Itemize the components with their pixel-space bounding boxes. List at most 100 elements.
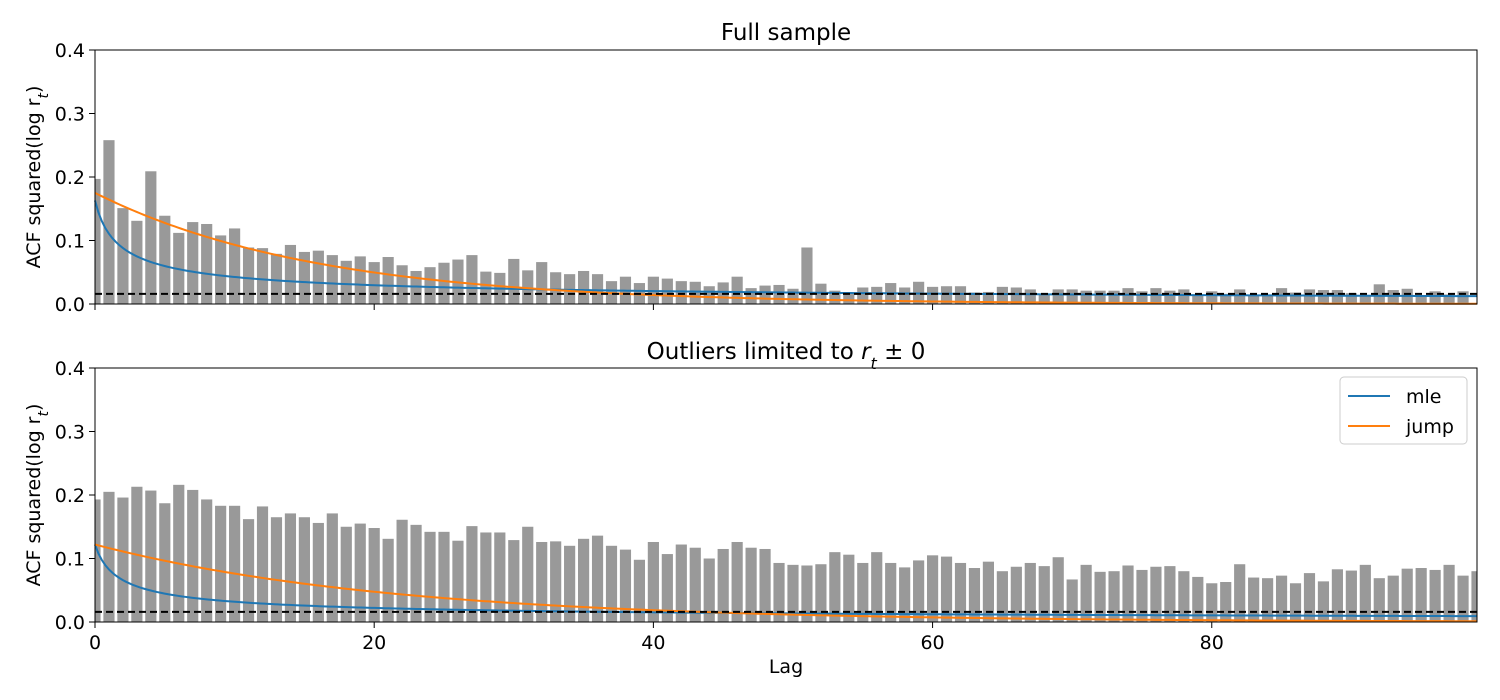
bar [815,564,827,622]
bar [759,548,771,622]
bar [578,270,590,304]
bar [145,490,157,622]
bar [1471,571,1477,622]
bar [787,288,799,304]
bar [95,178,101,304]
bar [871,552,883,622]
bar [1443,294,1455,304]
bar [1415,296,1427,304]
y-axis-ticks: 0.0 0.1 0.2 0.3 0.4 [55,358,95,634]
legend-box [1339,376,1468,445]
bar [187,489,199,622]
bar [103,140,115,304]
bar [591,274,604,304]
bar [1206,291,1218,304]
bar [940,556,953,622]
bar [354,523,366,622]
bar [661,554,673,622]
bar [1331,290,1343,304]
y-tick-label: 0.2 [55,485,85,507]
bar [187,222,199,304]
bar [1345,293,1357,304]
bar [354,256,366,305]
bar [480,532,492,622]
bar [1108,571,1120,622]
bar [1275,575,1288,622]
bar [382,257,394,304]
bar [1401,568,1413,622]
y-tick-label: 0.2 [55,167,85,189]
bar [298,251,310,304]
legend: mle jump [1339,376,1468,445]
fit-lines [94,543,1478,623]
bar [326,513,338,622]
bar-series [95,140,1469,305]
series-line-mle [94,200,1478,298]
bar [131,220,143,304]
bar [1192,576,1204,622]
bar [1052,557,1064,622]
bar [1220,582,1232,622]
bar [815,283,827,304]
bar [703,286,715,304]
bar [229,505,241,622]
bar [1262,295,1274,304]
bar [857,562,869,622]
bar [1443,564,1455,622]
bar [968,568,981,622]
bar [201,499,213,622]
bar [773,562,785,622]
bar [578,538,590,622]
bar [1248,577,1260,622]
bar [689,547,701,622]
bar [745,288,757,305]
bar [229,228,241,304]
x-tick-label: 40 [641,632,665,654]
bar [117,208,129,304]
panel-outliers-limited: Outliers limited to rt ± 0 ACF squared(l… [23,339,1478,678]
bar [996,571,1008,622]
bar [242,519,255,622]
bar [1457,291,1469,304]
bar [466,255,478,304]
bar [940,286,953,304]
bar [508,258,520,304]
bar [215,235,227,304]
bar [857,287,869,304]
bar [522,270,534,304]
bar [926,286,939,304]
y-axis-ticks: 0.0 0.1 0.2 0.3 0.4 [55,40,95,316]
bar [536,262,548,304]
bar [1066,289,1078,304]
y-tick-label: 0.4 [55,40,85,62]
bar [1220,293,1232,304]
bar [494,532,506,622]
series-line-jump [94,543,1478,623]
bar [982,291,994,304]
series-line-mle [94,544,1477,618]
bar [731,541,743,622]
bar [1373,578,1385,622]
bar [675,544,687,622]
bar [340,260,352,304]
bar [117,497,129,622]
bar [215,505,227,622]
bar [1038,566,1050,622]
bar [466,526,478,622]
bar [885,562,897,622]
bar [954,562,967,622]
bar [703,558,715,622]
bar [410,524,422,622]
bar [1136,291,1148,304]
bar [1122,288,1134,305]
bar [982,561,994,622]
bar [1234,564,1246,622]
bar [675,281,687,304]
y-tick-label: 0.1 [55,549,85,571]
bar [452,540,464,622]
bar [368,262,380,304]
bar [1094,290,1106,304]
bar [968,292,981,304]
bar [173,484,185,622]
bar [829,552,841,622]
